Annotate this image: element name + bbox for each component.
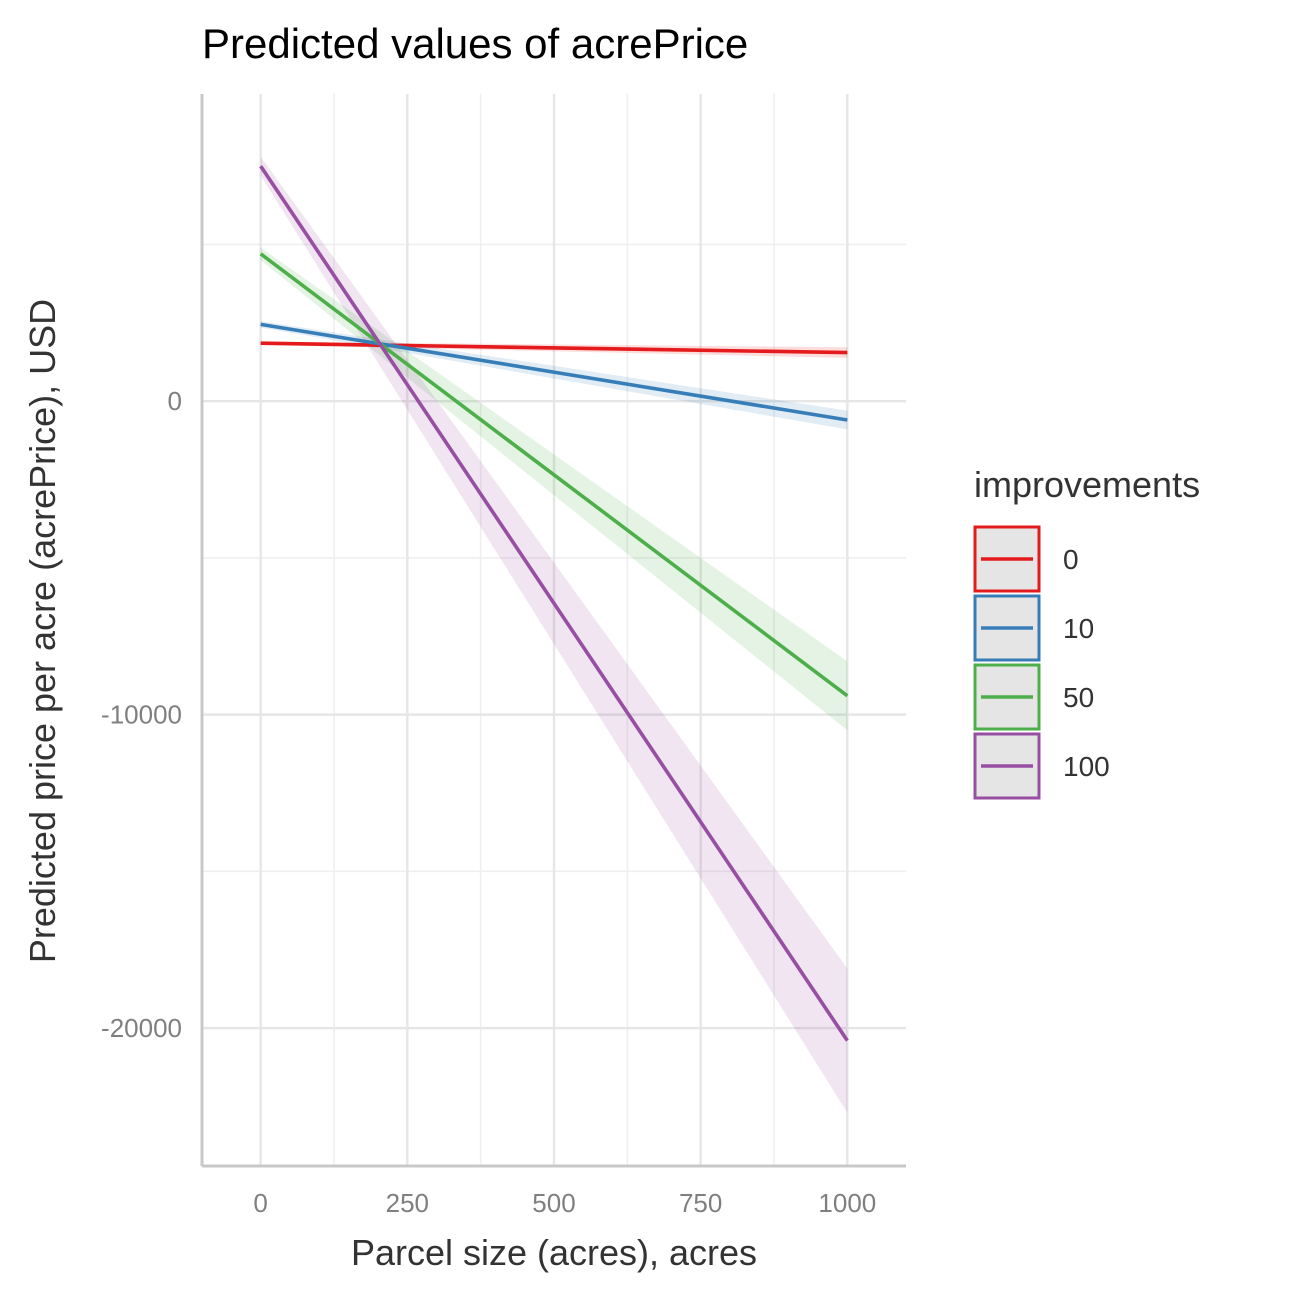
confidence-band-50 [260,247,848,731]
series-line-10 [260,322,848,422]
legend: improvements 0 10 50 100 [973,464,1200,800]
legend-label-0: 0 [1063,544,1079,575]
x-tick-label: 1000 [818,1188,876,1218]
series-lines [259,165,849,1042]
series-line-50 [259,252,849,698]
tick-labels: 0 250 500 750 1000 -20000 -10000 0 [101,386,876,1218]
legend-label-100: 100 [1063,751,1110,782]
x-tick-label: 250 [386,1188,429,1218]
y-tick-label: 0 [168,386,182,416]
y-tick-label: -20000 [101,1013,182,1043]
legend-title: improvements [974,464,1200,505]
y-axis-title: Predicted price per acre (acrePrice), US… [22,299,63,963]
x-tick-label: 0 [253,1188,267,1218]
x-tick-label: 500 [532,1188,575,1218]
series-line-100 [259,165,849,1042]
y-tick-label: -10000 [101,700,182,730]
series-line-0 [260,341,848,355]
axes [200,94,906,1168]
confidence-band-100 [260,156,848,1113]
x-tick-label: 750 [679,1188,722,1218]
chart-title: Predicted values of acrePrice [202,20,748,67]
x-axis-title: Parcel size (acres), acres [351,1232,757,1273]
legend-label-10: 10 [1063,613,1094,644]
gridlines [202,94,906,1166]
legend-label-50: 50 [1063,682,1094,713]
